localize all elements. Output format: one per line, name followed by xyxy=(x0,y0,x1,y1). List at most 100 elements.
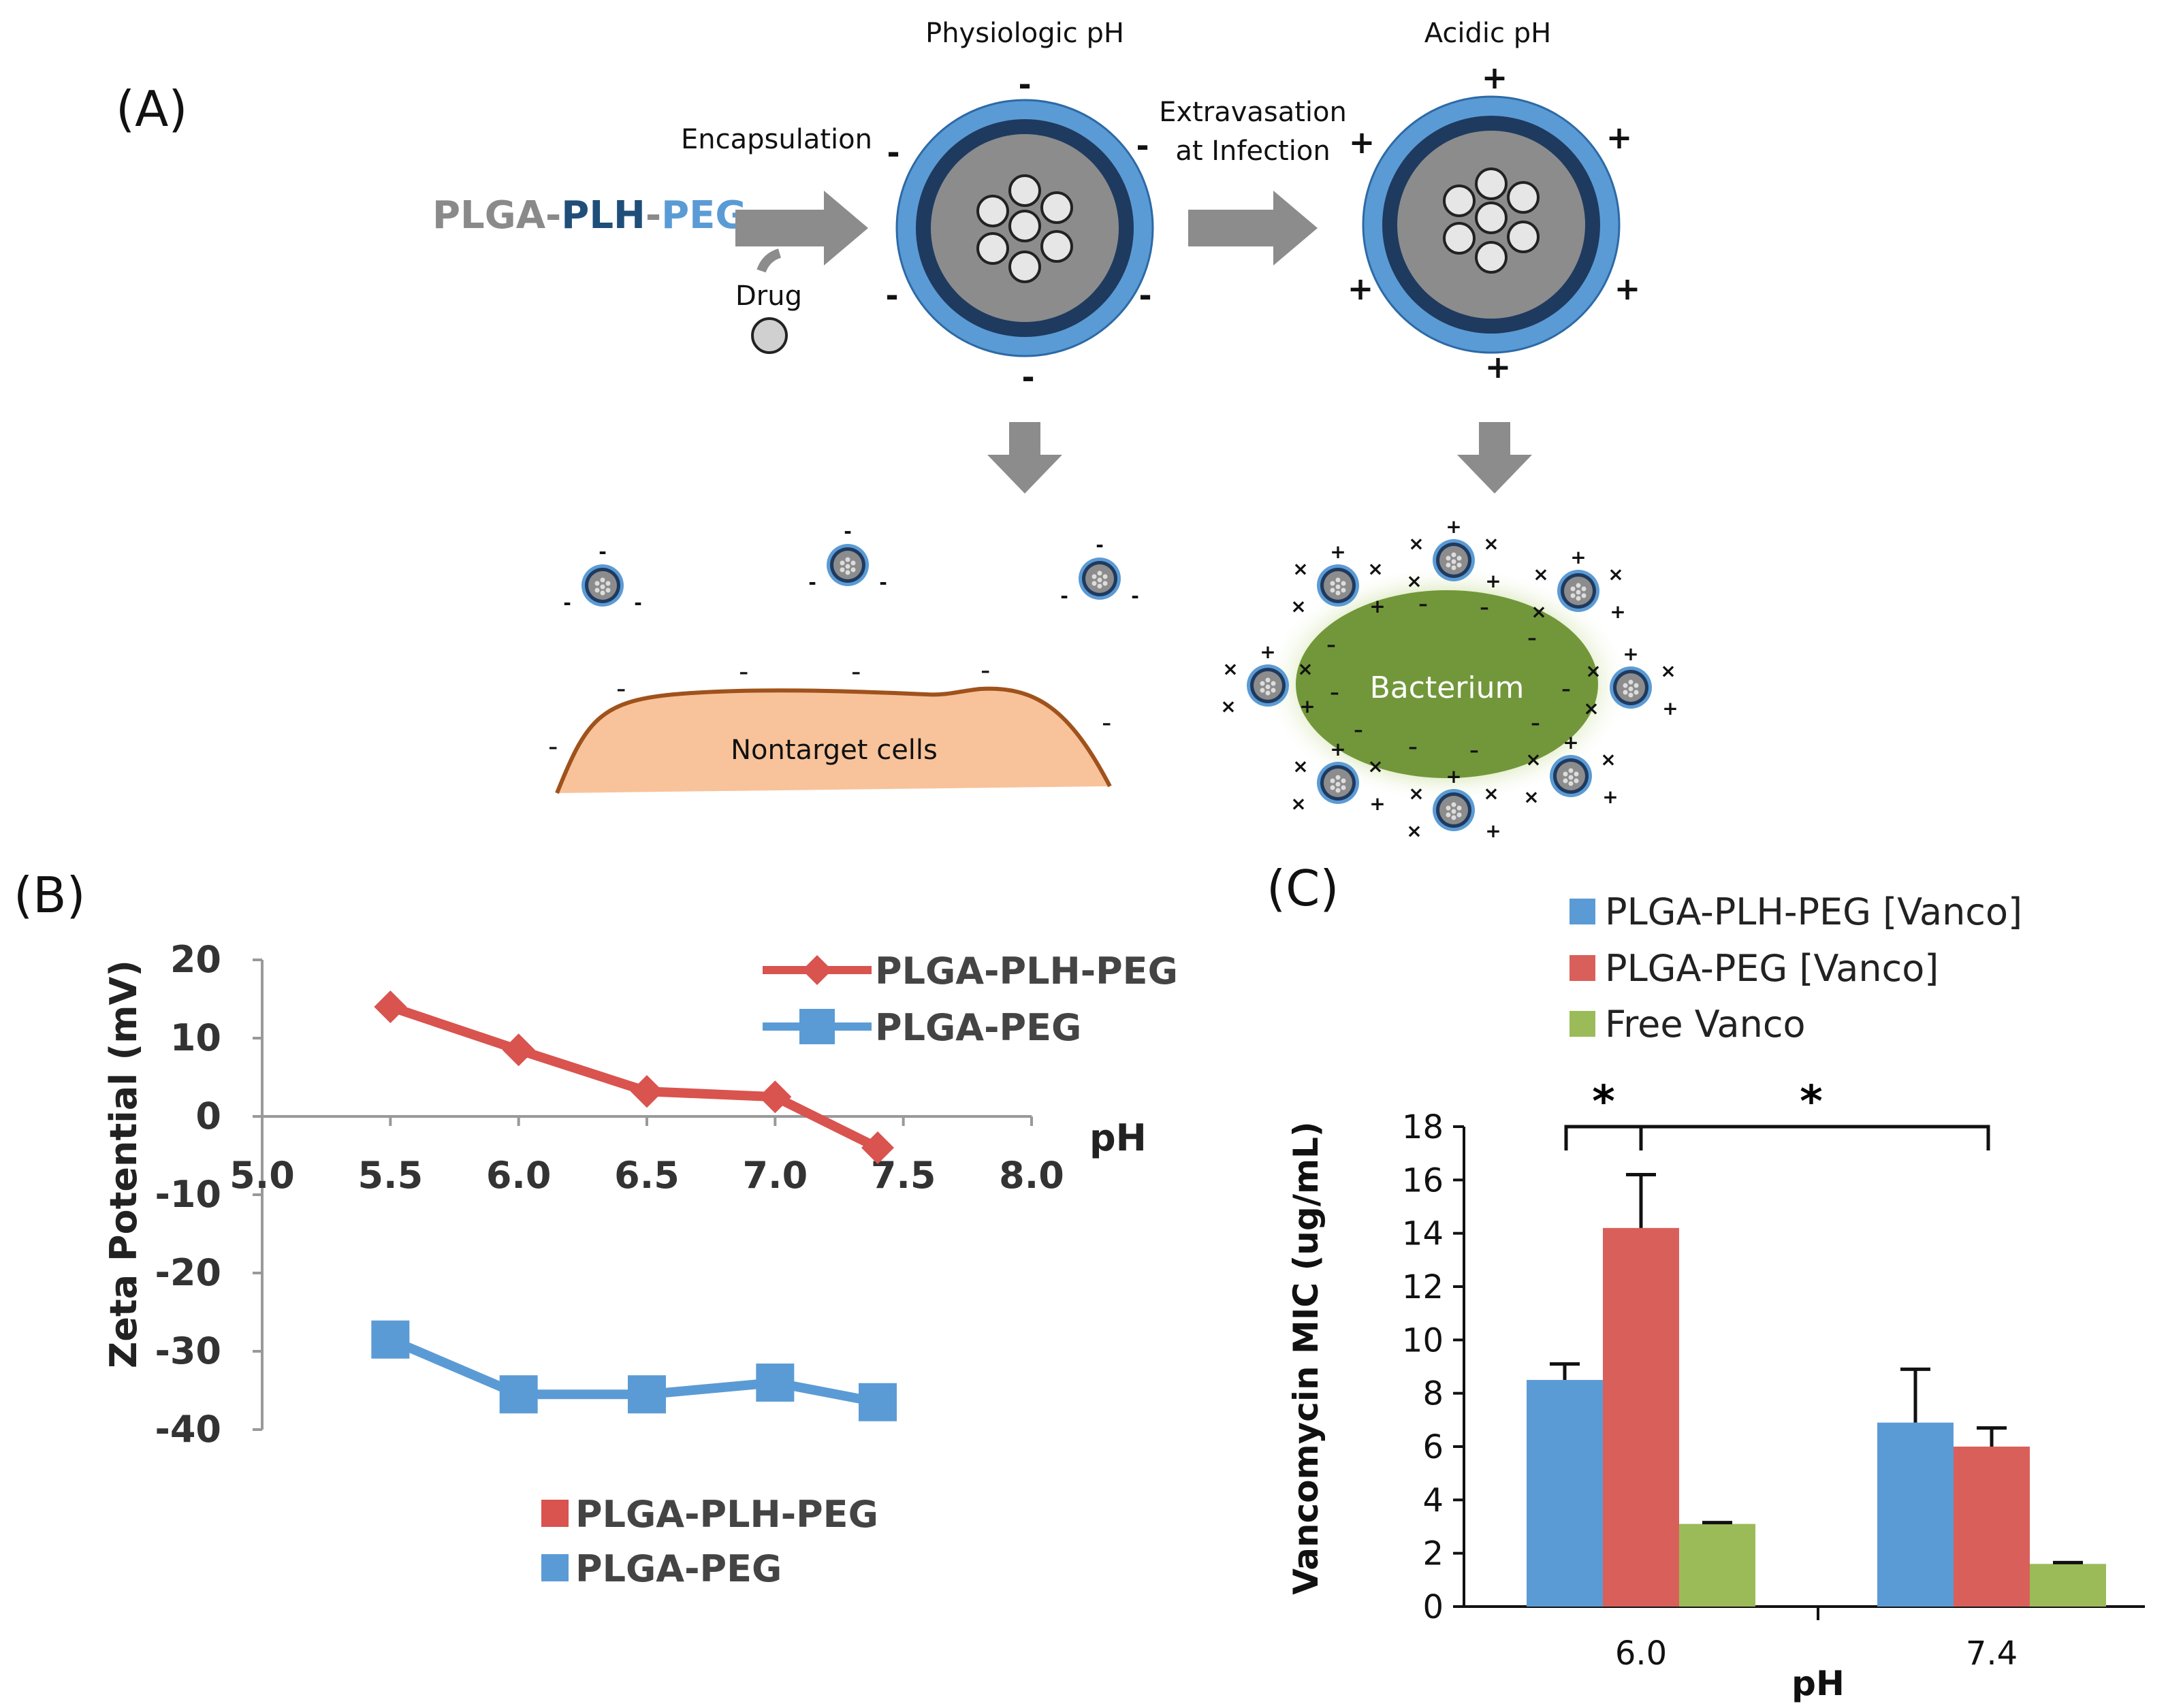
acidic-ph-label: Acidic pH xyxy=(1424,18,1551,49)
b-legend-marker xyxy=(802,955,832,985)
c-legend-label: PLGA-PLH-PEG [Vanco] xyxy=(1605,890,2022,933)
charge-cross: × xyxy=(1408,532,1424,555)
charge-cross: × xyxy=(1290,792,1306,815)
charge-minus: - xyxy=(1408,731,1418,762)
b-legend-marker xyxy=(799,1009,835,1044)
b-ytick-label: 20 xyxy=(170,938,221,981)
b-top-legend: PLGA-PLH-PEG PLGA-PEG xyxy=(763,950,1178,1049)
b-xtick-label: 6.0 xyxy=(486,1154,552,1197)
b-ytick-label: -20 xyxy=(155,1251,221,1294)
physiologic-ph-label: Physiologic pH xyxy=(925,18,1124,49)
c-ytick-label: 14 xyxy=(1402,1215,1444,1253)
b-point-diamond xyxy=(631,1075,663,1108)
charge-cross: × xyxy=(1525,748,1541,771)
charge-cross: × xyxy=(1222,658,1238,680)
c-legend-swatch xyxy=(1569,899,1595,924)
c-ytick-label: 4 xyxy=(1422,1481,1444,1519)
charge-plus: + xyxy=(1623,643,1638,665)
charge-minus: - xyxy=(1060,585,1068,607)
charge-plus: + xyxy=(1563,731,1578,754)
drug-label: Drug xyxy=(735,280,802,312)
b-legend-label: PLGA-PEG xyxy=(875,1006,1081,1049)
significance-star-2: * xyxy=(1800,1077,1822,1127)
b-xtick-label: 5.5 xyxy=(357,1154,423,1197)
c-axes: 0 2 4 6 8 10 12 14 16 18 6.0 7.4 xyxy=(1402,1108,2145,1673)
panel-b: (B) Zeta Potential (mV) pH 20 10 0 -10 -20 -3… xyxy=(14,867,1178,1590)
small-nanoparticle xyxy=(1317,564,1359,607)
charge-cross: × xyxy=(1406,820,1422,842)
charge-cross: × xyxy=(1608,563,1623,585)
charge-plus: + xyxy=(1260,641,1275,663)
charge-minus: - xyxy=(808,571,816,594)
charge-minus: - xyxy=(1021,359,1034,396)
charge-cross: × xyxy=(1292,755,1308,777)
charge-plus: + xyxy=(1349,124,1375,161)
charge-cross: × xyxy=(1533,563,1548,585)
b-series xyxy=(371,990,897,1421)
nontarget-cells-label: Nontarget cells xyxy=(731,735,938,766)
small-nanoparticle xyxy=(1610,666,1652,709)
charge-plus: + xyxy=(1662,697,1678,720)
c-xtick-label: 7.4 xyxy=(1966,1634,2018,1673)
b-bottom-legend-label: PLGA-PLH-PEG xyxy=(575,1493,878,1536)
polymer-plga: PLGA xyxy=(432,193,546,238)
small-positive-particles: + × × × + + × × × + + × × × + + × × × + + × × × + + × × × + + × × × + + × × × + xyxy=(1220,515,1678,842)
bacterium xyxy=(1296,590,1598,778)
c-bar xyxy=(1954,1447,2030,1607)
charge-minus: - xyxy=(1531,707,1540,739)
nanoparticle-acidic xyxy=(1362,95,1621,354)
charge-minus: - xyxy=(885,277,898,314)
c-ytick-label: 0 xyxy=(1422,1588,1444,1626)
nanoparticle-physiologic xyxy=(895,99,1154,357)
c-bars xyxy=(1527,1173,2106,1607)
down-arrow-physiologic xyxy=(987,422,1062,494)
charge-minus: - xyxy=(1102,707,1111,739)
b-ytick-label: -30 xyxy=(155,1330,221,1372)
charge-minus: - xyxy=(1480,592,1489,623)
polymer-peg: PEG xyxy=(661,193,746,238)
charge-cross: × xyxy=(1367,558,1383,580)
c-legend: PLGA-PLH-PEG [Vanco] PLGA-PEG [Vanco] Free… xyxy=(1569,890,2022,1046)
encapsulation-label: Encapsulation xyxy=(681,124,872,155)
charge-cross: × xyxy=(1531,600,1546,623)
b-xlabel: pH xyxy=(1089,1116,1147,1159)
charge-cross: × xyxy=(1297,658,1313,680)
c-bar xyxy=(1679,1524,1755,1607)
c-ytick-label: 12 xyxy=(1402,1268,1444,1306)
panel-c-label: (C) xyxy=(1266,860,1339,917)
c-bar xyxy=(1877,1422,1954,1607)
charge-plus: + xyxy=(1299,695,1315,718)
charge-minus: - xyxy=(879,571,887,594)
charge-cross: × xyxy=(1600,748,1616,771)
c-legend-label: PLGA-PEG [Vanco] xyxy=(1605,947,1939,990)
small-nanoparticle xyxy=(1317,762,1359,804)
charge-cross: × xyxy=(1483,532,1499,555)
c-ytick-label: 18 xyxy=(1402,1108,1444,1146)
b-axes: 20 10 0 -10 -20 -30 -40 5.0 5.5 6.0 6.5 7.0 7.5 8.0 xyxy=(155,938,1064,1451)
b-bottom-legend: PLGA-PLH-PEG PLGA-PEG xyxy=(541,1493,878,1590)
charge-cross: × xyxy=(1220,695,1236,718)
c-xtick-label: 6.0 xyxy=(1615,1634,1667,1673)
charge-plus: + xyxy=(1485,349,1512,385)
charge-plus: + xyxy=(1485,570,1501,592)
charge-plus: + xyxy=(1446,515,1461,538)
b-point-diamond xyxy=(374,990,407,1023)
b-ytick-label: 10 xyxy=(170,1016,221,1059)
charge-plus: + xyxy=(1330,541,1345,563)
charge-minus: - xyxy=(981,655,990,686)
charge-cross: × xyxy=(1523,786,1539,808)
charge-minus: - xyxy=(844,520,852,543)
charge-plus: + xyxy=(1348,270,1374,307)
c-bar xyxy=(1527,1380,1603,1607)
charge-cross: × xyxy=(1483,782,1499,805)
polymer-label: PLGA-PLH-PEG xyxy=(432,193,746,238)
small-negative-particles: - - - - - - - - - xyxy=(563,520,1139,614)
b-point-square xyxy=(371,1320,410,1359)
c-xlabel: pH xyxy=(1791,1664,1845,1703)
c-ylabel: Vancomycin MIC (ug/mL) xyxy=(1286,1121,1326,1595)
b-point-diamond xyxy=(861,1131,894,1164)
b-xtick-label: 5.0 xyxy=(229,1154,295,1197)
encapsulation-arrow xyxy=(735,191,868,265)
extravasation-label-line1: Extravasation xyxy=(1159,97,1347,128)
